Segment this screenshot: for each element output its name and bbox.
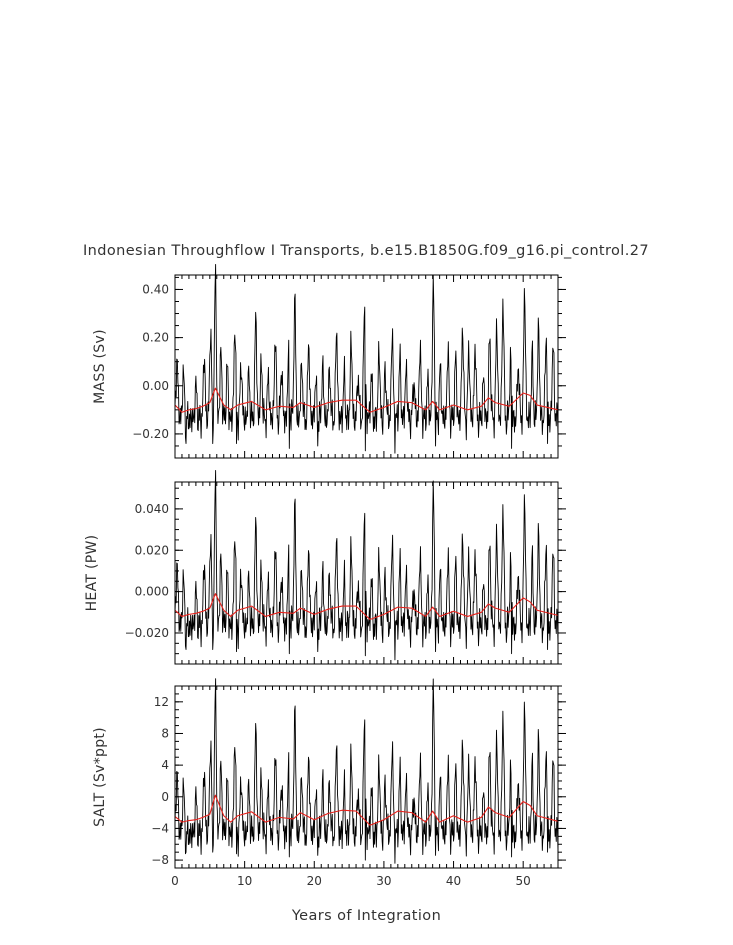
salt-xtick-label: 20 xyxy=(307,874,322,888)
mass-ytick-label: 0.40 xyxy=(142,282,169,296)
mass-smoothed-series xyxy=(174,387,559,413)
salt-xtick-label: 10 xyxy=(237,874,252,888)
figure-title: Indonesian Throughflow I Transports, b.e… xyxy=(83,243,649,259)
mass-ytick-label: 0.00 xyxy=(142,379,169,393)
salt-ytick-label: −8 xyxy=(151,853,169,867)
heat-plot-frame xyxy=(174,481,559,665)
heat-ytick-label: 0.020 xyxy=(135,543,169,557)
heat-y-axis-label: HEAT (PW) xyxy=(84,535,100,612)
x-axis-label: Years of Integration xyxy=(291,908,441,924)
heat-ytick-label: 0.000 xyxy=(135,585,169,599)
mass-ytick-label: 0.20 xyxy=(142,331,169,345)
salt-ytick-label: 12 xyxy=(154,695,169,709)
salt-plot-frame xyxy=(174,685,559,869)
heat-panel: 0.040 0.020 0.000 −0.020 HEAT (PW) xyxy=(84,470,566,665)
mass-monthly-series xyxy=(174,263,559,454)
mass-plot-frame xyxy=(174,274,559,459)
salt-ytick-label: 8 xyxy=(161,726,169,740)
salt-xtick-label: 40 xyxy=(446,874,461,888)
salt-xtick-label: 30 xyxy=(376,874,391,888)
salt-ytick-label: −4 xyxy=(151,821,169,835)
salt-xtick-label: 0 xyxy=(171,874,179,888)
salt-y-axis-label: SALT (Sv*ppt) xyxy=(92,727,108,827)
mass-y-axis-label: MASS (Sv) xyxy=(92,329,108,404)
heat-ytick-label: −0.020 xyxy=(125,626,169,640)
salt-ytick-label: 0 xyxy=(161,790,169,804)
heat-monthly-series xyxy=(174,470,559,661)
mass-panel: 0.40 0.20 0.00 −0.20 MASS (Sv) xyxy=(92,263,566,459)
salt-monthly-series xyxy=(174,678,559,864)
salt-xtick-label: 50 xyxy=(516,874,531,888)
heat-ytick-label: 0.040 xyxy=(135,502,169,516)
mass-ytick-label: −0.20 xyxy=(132,427,169,441)
heat-smoothed-series xyxy=(174,593,559,621)
salt-ytick-label: 4 xyxy=(161,758,169,772)
salt-smoothed-series xyxy=(174,794,559,826)
